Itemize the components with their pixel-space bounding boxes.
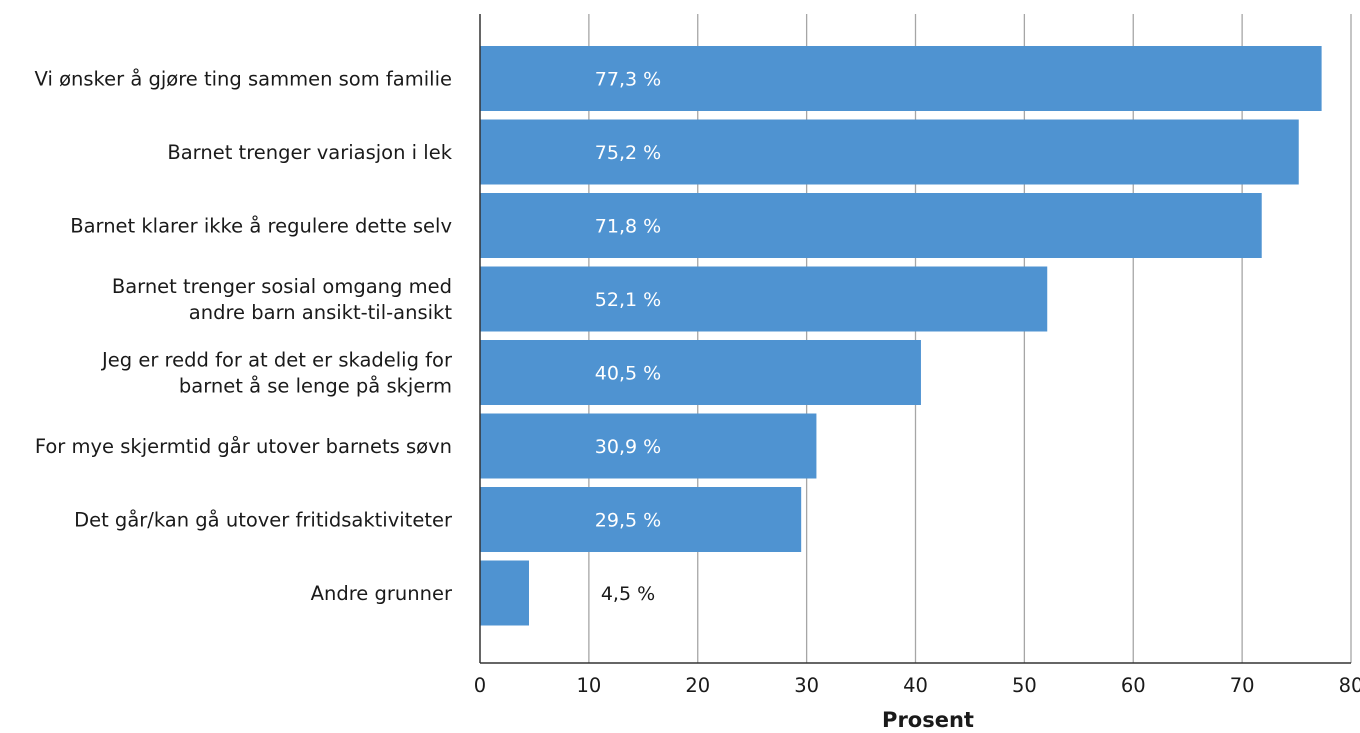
x-tick-label: 30 bbox=[794, 674, 819, 697]
x-tick-label: 0 bbox=[474, 674, 486, 697]
x-tick-label: 60 bbox=[1121, 674, 1146, 697]
category-label: Barnet klarer ikke å regulere dette selv bbox=[70, 215, 452, 238]
category-label-line: andre barn ansikt-til-ansikt bbox=[189, 301, 453, 324]
bar bbox=[480, 340, 921, 405]
x-tick-labels: 0 10 20 30 40 50 60 70 80 bbox=[474, 674, 1360, 697]
category-label-line: Det går/kan gå utover fritidsaktiviteter bbox=[74, 509, 453, 532]
bar bbox=[480, 487, 802, 552]
category-label: Barnet trenger sosial omgang med andre ba… bbox=[112, 275, 453, 324]
category-labels: Vi ønsker å gjøre ting sammen som famili… bbox=[35, 68, 453, 606]
category-label: Det går/kan gå utover fritidsaktiviteter bbox=[74, 509, 453, 532]
data-label: 77,3 % bbox=[595, 69, 661, 91]
bar bbox=[480, 560, 529, 626]
bar bbox=[480, 266, 1048, 332]
x-tick-label: 50 bbox=[1012, 674, 1037, 697]
category-label-line: Jeg er redd for at det er skadelig for bbox=[100, 349, 453, 372]
category-label-line: Barnet klarer ikke å regulere dette selv bbox=[70, 215, 452, 238]
x-tick-label: 10 bbox=[576, 674, 601, 697]
category-label: Barnet trenger variasjon i lek bbox=[167, 141, 452, 164]
bar bbox=[480, 413, 817, 479]
category-label-line: For mye skjermtid går utover barnets søv… bbox=[35, 435, 452, 458]
category-label: Jeg er redd for at det er skadelig for ba… bbox=[100, 349, 453, 398]
axes bbox=[479, 14, 1351, 664]
bar bbox=[480, 193, 1262, 258]
x-tick-label: 70 bbox=[1230, 674, 1255, 697]
data-label: 52,1 % bbox=[595, 289, 661, 311]
category-label: Vi ønsker å gjøre ting sammen som famili… bbox=[35, 68, 452, 91]
data-label: 30,9 % bbox=[595, 436, 661, 458]
data-label: 29,5 % bbox=[595, 510, 661, 532]
x-tick-label: 20 bbox=[685, 674, 710, 697]
bars bbox=[480, 46, 1322, 626]
category-label: For mye skjermtid går utover barnets søv… bbox=[35, 435, 452, 458]
category-label-line: Barnet trenger variasjon i lek bbox=[167, 141, 452, 164]
x-axis-title: Prosent bbox=[882, 708, 974, 732]
category-label-line: Vi ønsker å gjøre ting sammen som famili… bbox=[35, 68, 452, 91]
category-label-line: barnet å se lenge på skjerm bbox=[179, 375, 452, 398]
value-labels: 77,3 % 75,2 % 71,8 % 52,1 % 40,5 % 30,9 % 29,5… bbox=[595, 69, 661, 606]
data-label: 4,5 % bbox=[601, 583, 655, 605]
data-label: 75,2 % bbox=[595, 142, 661, 164]
x-tick-label: 80 bbox=[1339, 674, 1360, 697]
bar bbox=[480, 119, 1299, 185]
bar bbox=[480, 46, 1322, 111]
data-label: 40,5 % bbox=[595, 363, 661, 385]
gridlines bbox=[588, 14, 1352, 663]
category-label: Andre grunner bbox=[311, 582, 453, 605]
category-label-line: Andre grunner bbox=[311, 582, 453, 605]
category-label-line: Barnet trenger sosial omgang med bbox=[112, 275, 452, 298]
x-tick-label: 40 bbox=[903, 674, 928, 697]
data-label: 71,8 % bbox=[595, 216, 661, 238]
